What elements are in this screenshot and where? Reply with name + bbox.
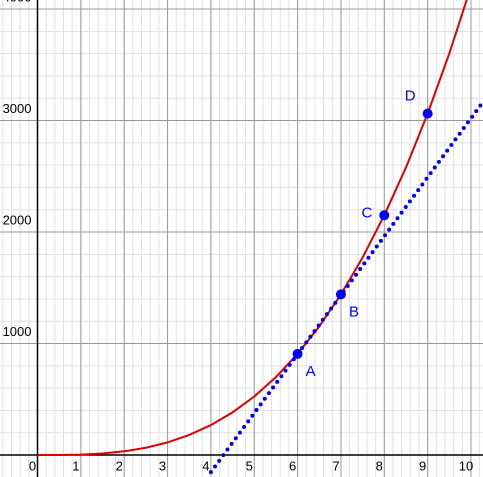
x-tick-label: 6 xyxy=(289,458,296,473)
point-label: D xyxy=(405,88,416,105)
curve xyxy=(37,0,468,457)
point-label: B xyxy=(349,303,359,320)
point-label: A xyxy=(306,363,316,380)
x-tick-label: 5 xyxy=(246,458,253,473)
x-tick-label: 0 xyxy=(29,458,36,473)
secant-line xyxy=(208,98,483,475)
x-tick-label: 2 xyxy=(116,458,123,473)
x-tick-label: 8 xyxy=(376,458,383,473)
x-tick-label: 9 xyxy=(419,458,426,473)
x-tick-label: 4 xyxy=(202,458,209,473)
point-label: C xyxy=(361,204,372,221)
x-tick-label: 7 xyxy=(332,458,339,473)
point xyxy=(379,210,390,221)
x-tick-label: 1 xyxy=(72,458,79,473)
y-tick-label: 3000 xyxy=(3,101,32,116)
x-tick-label: 10 xyxy=(459,458,473,473)
y-tick-label: 4000 xyxy=(3,0,32,4)
x-tick-label: 3 xyxy=(159,458,166,473)
y-tick-label: 2000 xyxy=(3,212,32,227)
point xyxy=(422,108,433,119)
y-tick-label: 1000 xyxy=(3,324,32,339)
point xyxy=(335,289,346,300)
point xyxy=(292,348,303,359)
